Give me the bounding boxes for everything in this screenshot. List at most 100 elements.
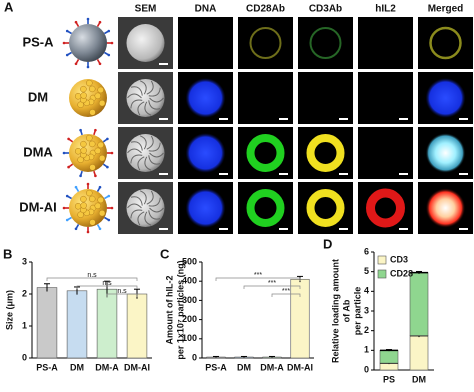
particle-texture — [74, 148, 82, 155]
fluorescence — [246, 134, 285, 172]
sem-texture — [127, 93, 142, 99]
column-header: CD3Ab — [309, 4, 342, 15]
particle-texture — [86, 189, 93, 197]
column-header: Merged — [428, 4, 464, 15]
antibody-tip — [110, 41, 114, 45]
significance-label: n.s — [87, 272, 97, 279]
particle — [69, 79, 107, 117]
fluorescence — [425, 78, 466, 118]
x-tick-label: DM — [237, 362, 251, 372]
sem-texture — [137, 101, 145, 116]
y-tick-label: 300 — [182, 295, 197, 305]
row-label: DMA — [23, 144, 53, 159]
column-header: hIL2 — [375, 4, 396, 15]
antibody-tip — [65, 218, 69, 222]
antibody-tip — [94, 128, 97, 132]
sem-texture — [144, 211, 152, 226]
sem-texture — [144, 101, 152, 116]
particle-texture — [98, 99, 106, 107]
antibody-tip — [74, 62, 78, 66]
sem-texture — [148, 197, 161, 207]
bar — [36, 287, 58, 359]
fluorescence — [246, 189, 285, 227]
micrograph — [238, 182, 293, 234]
fluorescence — [309, 27, 342, 59]
sem-texture — [139, 80, 147, 95]
y-axis-label: of Ab — [341, 299, 351, 322]
significance-bracket — [271, 293, 301, 297]
sem-particle — [126, 24, 165, 62]
micrograph — [178, 17, 233, 69]
particle-texture — [77, 101, 84, 109]
fluorescence — [185, 133, 226, 173]
bar-segment — [409, 335, 429, 371]
bar — [96, 288, 118, 359]
y-tick-label: 0 — [364, 364, 369, 374]
x-tick-label: PS-A — [205, 362, 227, 372]
antibody-tip — [98, 227, 102, 231]
sem-texture — [148, 210, 161, 220]
sem-texture — [149, 207, 164, 213]
particle-texture — [98, 154, 106, 162]
micrograph-bg — [178, 17, 233, 69]
column-header: SEM — [135, 4, 157, 15]
panel-label: A — [4, 0, 14, 14]
column-header: CD28Ab — [246, 4, 285, 15]
antibody-tip — [65, 194, 69, 198]
micrograph — [118, 72, 173, 124]
micrograph — [238, 127, 293, 179]
antibody-tip — [98, 185, 102, 189]
y-tick-label: 6 — [364, 246, 369, 256]
micrograph — [178, 72, 233, 124]
antibody-tip — [74, 227, 78, 231]
particle-texture — [94, 202, 102, 210]
legend-swatch — [377, 269, 387, 279]
antibody-tip — [79, 128, 82, 132]
particle-texture — [80, 140, 87, 148]
antibody-tip — [86, 182, 90, 186]
particle-texture — [88, 140, 96, 148]
bar — [290, 278, 310, 359]
particle-texture — [97, 141, 104, 149]
antibody-tip — [107, 194, 111, 198]
particle-texture — [80, 202, 87, 209]
particle-texture — [98, 209, 106, 217]
fluorescence — [185, 78, 226, 118]
y-tick-label: 2 — [364, 325, 369, 335]
sem-texture — [130, 141, 143, 151]
y-axis-label: Relative loading amount — [330, 259, 340, 363]
antibody-tip — [67, 137, 70, 141]
particle-texture — [88, 195, 96, 203]
particle-texture — [80, 85, 87, 93]
significance-label: *** — [268, 280, 276, 287]
particle-illustration — [62, 128, 114, 178]
micrograph — [238, 17, 293, 69]
fluorescence — [306, 134, 345, 172]
sem-texture — [146, 80, 154, 95]
sem-texture — [139, 135, 147, 150]
antibody-tip — [62, 206, 66, 210]
panel-label: C — [160, 246, 170, 261]
particle-texture — [74, 203, 82, 210]
micrograph-bg — [358, 17, 413, 69]
particle-texture — [74, 93, 82, 100]
legend-swatch — [377, 255, 387, 265]
particle-texture — [89, 164, 96, 171]
fluorescence — [429, 26, 462, 60]
particle-texture — [94, 92, 102, 100]
sem-texture — [127, 203, 142, 209]
antibody-tip — [107, 53, 111, 57]
micrograph — [358, 182, 413, 234]
sem-texture — [146, 135, 154, 150]
x-tick-label: DM-A — [95, 362, 119, 372]
sem-texture — [130, 209, 143, 219]
particle-texture — [89, 219, 96, 226]
antibody-tip — [110, 206, 114, 210]
antibody-tip — [110, 151, 114, 155]
antibody-tip — [98, 20, 102, 24]
micrograph — [358, 17, 413, 69]
micrograph — [118, 127, 173, 179]
significance-bracket — [243, 285, 301, 289]
y-tick-label: 3 — [22, 256, 27, 266]
